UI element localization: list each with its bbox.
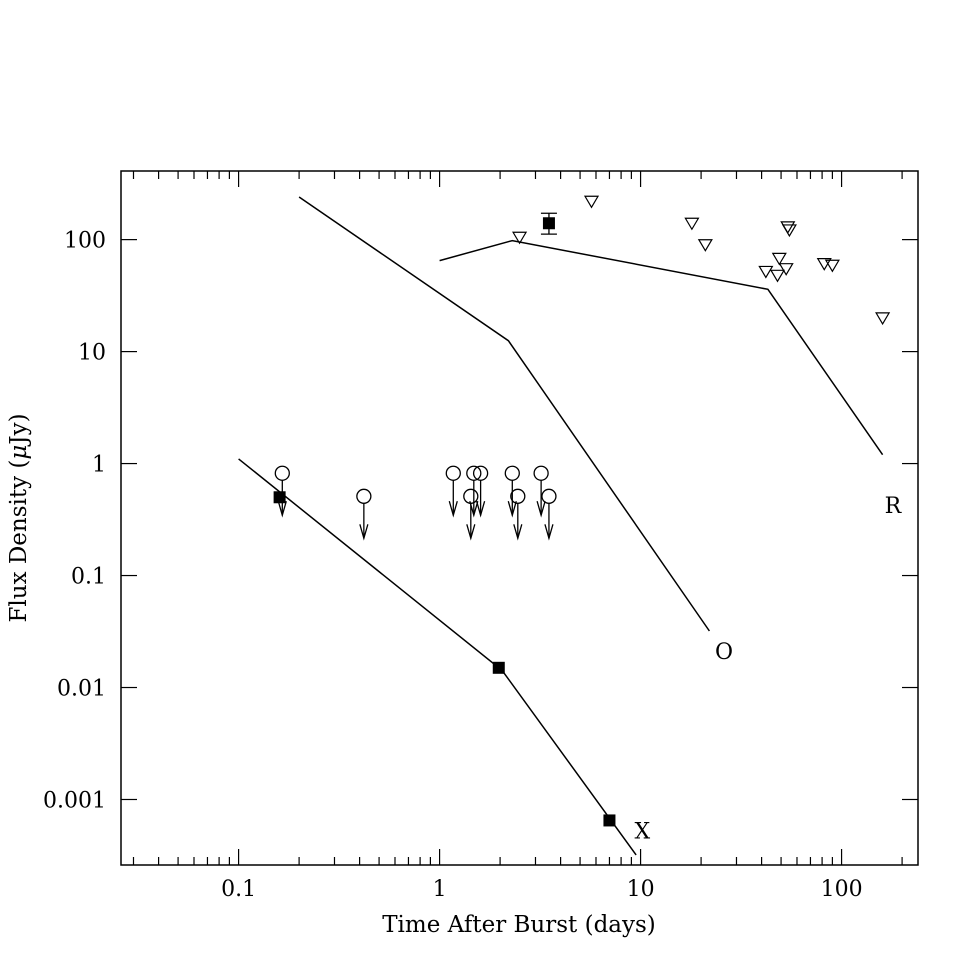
upper-limit-circle bbox=[541, 488, 557, 504]
y-tick-label: 0.001 bbox=[43, 788, 106, 813]
optical-upper-limit bbox=[466, 465, 482, 518]
upper-limit-circle bbox=[274, 465, 290, 481]
upper-limit-arrow-head bbox=[277, 501, 287, 518]
radio-upper-limit bbox=[771, 252, 787, 266]
upper-limit-arrow-head bbox=[544, 524, 554, 541]
axis-ticks bbox=[121, 171, 918, 865]
radio-upper-limit bbox=[512, 231, 528, 245]
radio-upper-limit bbox=[769, 269, 786, 283]
upper-limit-arrow-head bbox=[536, 501, 546, 518]
upper-limit-circle bbox=[445, 465, 461, 481]
radio-upper-limit bbox=[684, 217, 700, 231]
upper-limit-circle bbox=[504, 465, 520, 481]
radio-upper-limit bbox=[697, 239, 713, 252]
y-axis-title-suffix: Jy) bbox=[6, 413, 32, 446]
y-tick-label: 100 bbox=[64, 229, 106, 254]
radio-upper-limit bbox=[781, 224, 797, 238]
model-curves: X O R bbox=[238, 196, 903, 856]
x-tick-label: 1 bbox=[433, 877, 447, 902]
curve-label-r: R bbox=[885, 494, 903, 519]
optical-upper-limit bbox=[445, 465, 461, 518]
upper-limit-circle bbox=[356, 488, 372, 504]
y-axis-title: Flux Density (μJy) bbox=[6, 413, 32, 622]
radio-upper-limit bbox=[875, 312, 891, 326]
x-tick-label: 10 bbox=[627, 877, 655, 902]
radio-upper-limit bbox=[824, 259, 840, 273]
upper-limit-arrow-head bbox=[475, 501, 486, 518]
upper-limit-circle bbox=[463, 488, 479, 504]
x-tick-label: 100 bbox=[821, 877, 863, 902]
upper-limit-arrow-head bbox=[507, 501, 517, 518]
optical-upper-limit bbox=[541, 488, 557, 541]
optical-upper-limit bbox=[463, 488, 479, 541]
tick-labels: 0.1 1 10 100 0.001 0.01 0.1 1 10 100 bbox=[43, 229, 863, 902]
y-tick-label: 0.01 bbox=[57, 677, 106, 702]
upper-limit-arrow-head bbox=[513, 524, 523, 541]
upper-limit-arrow-head bbox=[466, 524, 476, 541]
upper-limit-arrow-head bbox=[448, 501, 458, 518]
optical-upper-limit bbox=[533, 465, 549, 518]
detection-point bbox=[603, 814, 616, 827]
y-tick-label: 1 bbox=[92, 453, 106, 478]
model-curve-r bbox=[439, 239, 884, 456]
radio-upper-limit bbox=[778, 263, 794, 276]
y-tick-label: 10 bbox=[78, 341, 106, 366]
detection-point bbox=[492, 661, 505, 674]
detection-point bbox=[273, 491, 286, 504]
radio-upper-limit bbox=[583, 195, 600, 209]
curve-label-x: X bbox=[634, 819, 650, 844]
upper-limit-arrow-head bbox=[359, 524, 369, 541]
upper-limit-circle bbox=[533, 465, 549, 481]
optical-upper-limit bbox=[510, 488, 526, 541]
radio-upper-limit bbox=[758, 265, 774, 279]
model-curve-x bbox=[238, 458, 637, 856]
x-tick-label: 0.1 bbox=[221, 877, 256, 902]
y-axis-title-mu: μ bbox=[6, 445, 32, 460]
curve-label-o: O bbox=[715, 640, 733, 665]
plot-frame bbox=[120, 170, 919, 866]
upper-limit-arrow-head bbox=[469, 501, 479, 518]
model-curve-o bbox=[298, 196, 711, 632]
detection-point bbox=[542, 217, 555, 230]
y-tick-label: 0.1 bbox=[71, 565, 106, 590]
optical-upper-limit bbox=[504, 465, 520, 518]
y-axis-title-prefix: Flux Density ( bbox=[6, 460, 32, 623]
optical-upper-limit bbox=[472, 465, 489, 518]
optical-upper-limit bbox=[356, 488, 372, 541]
x-axis-title: Time After Burst (days) bbox=[382, 912, 656, 938]
data-points bbox=[273, 195, 891, 827]
